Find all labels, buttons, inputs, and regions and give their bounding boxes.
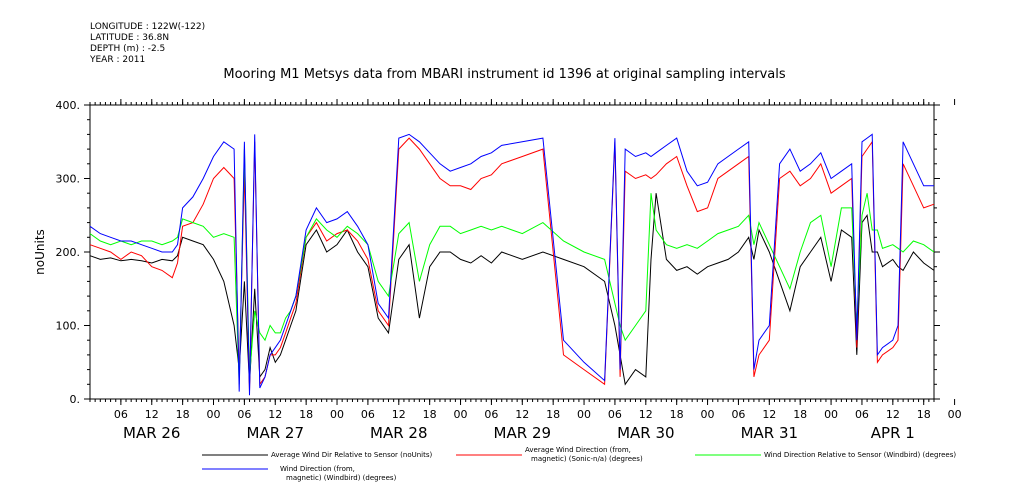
series-line-1 (89, 193, 935, 386)
y-axis-label: noUnits (33, 229, 47, 275)
x-tick-label: 12 (886, 408, 900, 421)
x-tick-label: 06 (855, 408, 869, 421)
x-tick-label: 18 (423, 408, 437, 421)
series-line-3 (89, 149, 935, 385)
x-day-label: MAR 31 (741, 424, 798, 442)
legend-label-windbird-dir: Wind Direction (from, (280, 465, 355, 473)
y-tick-label: 400. (56, 99, 81, 112)
x-tick-label: 12 (639, 408, 653, 421)
x-tick-label: 12 (762, 408, 776, 421)
series-line-4 (89, 133, 934, 396)
longitude-label: LONGITUDE : 122W(-122) (90, 22, 206, 32)
x-day-label: MAR 28 (370, 424, 427, 442)
legend-label-windbird-dir-2: magnetic) (Windbird) (degrees) (286, 474, 397, 482)
legend-label-avg-dir-relative: Average Wind Dir Relative to Sensor (noU… (271, 451, 433, 459)
x-day-label: MAR 27 (247, 424, 304, 442)
x-tick-label: 06 (608, 408, 622, 421)
x-tick-label: 00 (577, 408, 591, 421)
x-tick-label: 18 (670, 408, 684, 421)
y-tick-label: 0. (70, 393, 81, 406)
x-tick-label: 12 (145, 408, 159, 421)
legend-label-avg-dir-sonic-2: magnetic) (Sonic-n/a) (degrees) (531, 455, 643, 463)
y-tick-label: 300. (56, 173, 81, 186)
latitude-label: LATITUDE : 36.8N (90, 33, 170, 43)
y-tick-label: 200. (56, 246, 81, 259)
x-tick-label: 18 (546, 408, 560, 421)
x-tick-label: 18 (176, 408, 190, 421)
x-day-label: MAR 30 (617, 424, 674, 442)
x-tick-label: 18 (793, 408, 807, 421)
x-tick-label: 00 (330, 408, 344, 421)
x-tick-label: 00 (454, 408, 468, 421)
x-tick-label: 18 (299, 408, 313, 421)
x-day-label: APR 1 (871, 424, 915, 442)
x-tick-label: 06 (731, 408, 745, 421)
x-tick-label: 12 (268, 408, 282, 421)
x-tick-label: 18 (917, 408, 931, 421)
chart-title: Mooring M1 Metsys data from MBARI instru… (223, 67, 786, 82)
legend-label-windbird-relative: Wind Direction Relative to Sensor (Windb… (764, 451, 957, 459)
y-tick-label: 100. (56, 320, 81, 333)
x-day-label: MAR 26 (123, 424, 180, 442)
x-day-label: MAR 29 (494, 424, 551, 442)
plot-frame (89, 104, 935, 400)
x-tick-label: 00 (824, 408, 838, 421)
x-tick-label: 12 (515, 408, 529, 421)
x-tick-label: 00 (701, 408, 715, 421)
x-tick-label: 06 (484, 408, 498, 421)
x-tick-label: 06 (237, 408, 251, 421)
x-tick-label: 06 (361, 408, 375, 421)
depth-label: DEPTH (m) : -2.5 (90, 44, 166, 54)
x-tick-label: 00 (207, 408, 221, 421)
x-tick-label: 06 (114, 408, 128, 421)
x-tick-label: 12 (392, 408, 406, 421)
year-label: YEAR : 2011 (90, 55, 146, 65)
x-tick-label: 00 (948, 408, 962, 421)
legend-label-avg-dir-sonic: Average Wind Direction (from, (525, 446, 631, 454)
